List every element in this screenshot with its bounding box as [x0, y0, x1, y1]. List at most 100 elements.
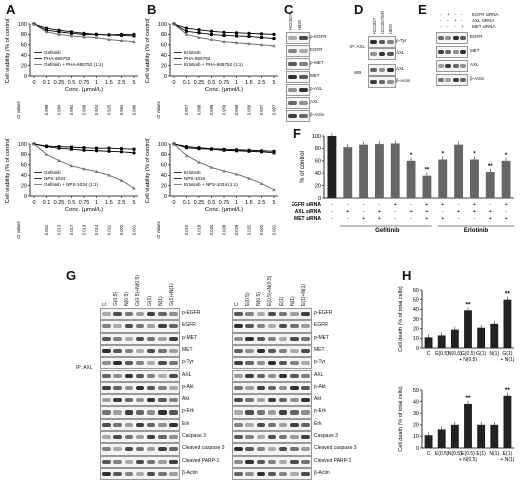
blot-band	[113, 312, 122, 317]
blot-band	[113, 422, 122, 427]
blot-band	[256, 435, 266, 440]
blot-strip	[100, 369, 180, 382]
significance-star: *	[442, 152, 445, 158]
y-tick-label: 100	[18, 142, 27, 148]
ci-value: 0.997	[272, 104, 277, 115]
y-tick-label: 40	[413, 399, 419, 405]
legend-entry: Erlotinib + NPS-1034 (1:1)	[184, 182, 238, 187]
data-point	[82, 31, 86, 35]
blot-strip	[100, 406, 180, 419]
blot-band	[288, 75, 297, 79]
lane-label: HCC827	[372, 17, 377, 34]
data-point	[119, 38, 124, 43]
blot-band	[158, 471, 167, 477]
blot-band	[267, 410, 277, 415]
blot-band	[158, 422, 167, 427]
data-point	[132, 186, 136, 190]
y-tick-label: 20	[21, 63, 27, 69]
row-label-left: MET	[182, 346, 193, 353]
blot-strip	[436, 60, 468, 72]
panel-letter-h: H	[402, 268, 412, 283]
blot-band	[169, 435, 178, 440]
blot-strip	[368, 64, 396, 76]
blot-band	[267, 336, 277, 341]
y-axis-label: Cell viability (% of control)	[5, 138, 11, 203]
blot-band	[234, 336, 243, 341]
blot-strip	[436, 74, 468, 86]
blot-band	[301, 410, 310, 415]
x-tick-label: 0.75	[219, 200, 230, 206]
x-tick-label: 1	[235, 80, 238, 86]
y-tick-label: 30	[413, 317, 419, 323]
blot-band	[102, 312, 111, 317]
blot-band	[299, 88, 308, 92]
blot-band	[146, 336, 156, 341]
x-tick-label: 0.75	[219, 80, 230, 86]
ci-value: 0.994	[69, 104, 74, 115]
ci-label: CI values	[16, 221, 21, 238]
bar	[454, 144, 464, 198]
condition-sign: +	[425, 209, 428, 215]
wb-label: WB	[354, 70, 362, 75]
blot-band	[267, 422, 277, 427]
data-point	[259, 32, 264, 36]
blot-strip	[100, 394, 180, 407]
blot-band	[113, 361, 122, 366]
row-label: β-Actin	[470, 76, 485, 81]
blot-band	[267, 398, 277, 403]
condition-sign: -	[347, 202, 349, 208]
row-label: AXL	[396, 66, 405, 71]
data-point	[107, 173, 111, 177]
line-chart-b-bottom: 0 20 40 60 80 100 Cell viability (% of control…	[145, 138, 278, 239]
blot-band	[378, 40, 386, 44]
blot-strip	[232, 394, 312, 407]
bar	[343, 147, 353, 198]
blot-band	[278, 471, 288, 477]
x-tick-label-line2: + N(1)	[500, 357, 514, 363]
condition-sign: -	[454, 24, 456, 29]
blot-band	[146, 398, 156, 403]
blot-band	[146, 324, 156, 329]
condition-sign: -	[331, 209, 333, 215]
blot-band	[245, 385, 254, 390]
blot-strip	[232, 455, 312, 468]
blot-band	[452, 78, 459, 82]
blot-band	[234, 422, 243, 427]
blot-band	[124, 336, 134, 341]
blot-band	[290, 348, 299, 354]
y-tick-label: 60	[161, 163, 167, 169]
blot-band	[158, 361, 167, 366]
data-point	[197, 160, 201, 164]
row-label-left: AXL	[182, 371, 192, 378]
data-point	[44, 152, 49, 156]
condition-sign: +	[409, 209, 412, 215]
data-point	[247, 148, 251, 152]
blot-band	[158, 385, 167, 390]
blot-band	[290, 459, 299, 464]
bar	[424, 435, 433, 448]
blot-band	[234, 312, 243, 317]
data-point	[184, 26, 189, 30]
legend-entry: Erlotinib	[184, 170, 201, 175]
blot-strip	[286, 71, 310, 83]
ci-value: 0.008	[222, 224, 227, 235]
condition-sign: +	[489, 216, 492, 222]
lane-label-left: N(1)	[157, 296, 164, 306]
blot-strip	[368, 36, 396, 48]
row-label: MET	[470, 48, 480, 53]
blot-band	[256, 312, 266, 317]
data-point	[234, 172, 239, 176]
row-label: EGFR	[310, 47, 323, 52]
data-point	[272, 149, 276, 153]
blot-band	[135, 435, 145, 440]
condition-sign: -	[461, 12, 463, 17]
legend-entry: NPS-1034	[184, 176, 206, 181]
significance-star: **	[425, 168, 430, 174]
data-point	[57, 32, 61, 36]
blot-band	[245, 459, 254, 464]
blot-band	[146, 312, 156, 317]
significance-star: **	[465, 301, 471, 308]
data-point	[272, 44, 276, 48]
blot-band	[278, 398, 288, 403]
blot-band	[267, 373, 277, 378]
